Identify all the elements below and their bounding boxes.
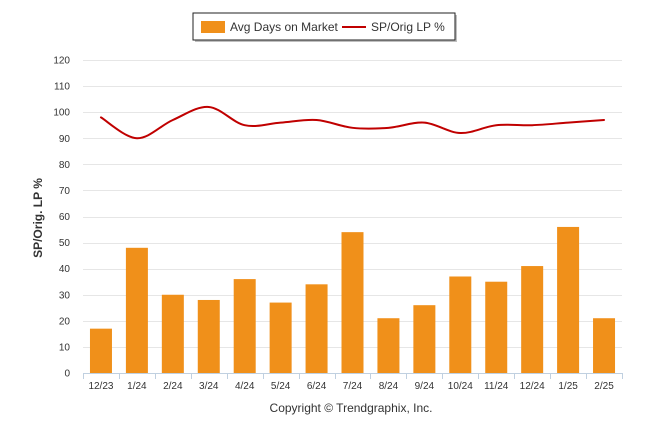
copyright-footer: Copyright © Trendgraphix, Inc. [270,401,433,415]
line-sp-orig-lp [99,105,606,140]
bar-avg-days-on-market [341,232,364,373]
legend-swatch-avg-days-on-market [201,21,225,33]
bar-avg-days-on-market [269,302,292,373]
bar-avg-days-on-market [413,305,436,373]
y-tick-label: 100 [53,108,70,119]
axes: 0 10 20 30 40 50 60 70 80 90 100 110 120 12/23 1/24 2/2… [53,56,623,392]
x-tick-label: 10/24 [448,381,473,392]
y-tick-label: 50 [59,238,71,249]
line-series [99,105,606,140]
bar-avg-days-on-market [305,284,328,373]
bar-avg-days-on-market [197,299,220,373]
x-tick-label: 8/24 [379,381,399,392]
y-tick-label: 0 [64,369,70,380]
y-tick-label: 20 [59,316,71,327]
legend-box [192,12,456,41]
x-tick-label: 3/24 [199,381,219,392]
x-tick-label: 1/25 [558,381,578,392]
x-tick-label: 5/24 [271,381,291,392]
bar-avg-days-on-market [89,328,112,373]
bar-avg-days-on-market [161,294,184,373]
y-tick-label: 110 [54,82,70,93]
x-tick-label: 11/24 [484,381,509,392]
bar-avg-days-on-market [233,279,256,373]
y-tick-label: 90 [59,134,71,145]
y-tick-label: 80 [59,160,71,171]
y-tick-label: 60 [59,212,71,223]
y-tick-label: 70 [59,186,71,197]
y-tick-label: 10 [59,342,71,353]
legend: Avg Days on Market SP/Orig LP % [192,12,457,42]
bar-avg-days-on-market [125,247,148,373]
bar-avg-days-on-market [557,226,580,373]
y-tick-label: 30 [59,290,71,301]
legend-label-sp-orig-lp: SP/Orig LP % [371,20,445,34]
y-tick-label: 120 [53,56,70,67]
bar-avg-days-on-market [593,318,616,373]
x-tick-label: 9/24 [415,381,435,392]
x-tick-label: 7/24 [343,381,363,392]
bar-avg-days-on-market [521,266,544,373]
y-axis-title: SP/Orig. LP % [31,178,45,258]
y-tick-label: 40 [59,264,71,275]
x-tick-label: 2/24 [163,381,183,392]
x-tick-label: 6/24 [307,381,327,392]
x-tick-label: 12/24 [520,381,545,392]
x-tick-label: 2/25 [594,381,614,392]
bar-series [89,226,616,373]
legend-label-avg-days-on-market: Avg Days on Market [230,20,338,34]
bar-avg-days-on-market [449,276,472,373]
bar-avg-days-on-market [377,318,400,373]
x-tick-label: 1/24 [127,381,147,392]
x-tick-label: 4/24 [235,381,255,392]
bar-avg-days-on-market [485,281,508,373]
x-tick-label: 12/23 [88,381,113,392]
